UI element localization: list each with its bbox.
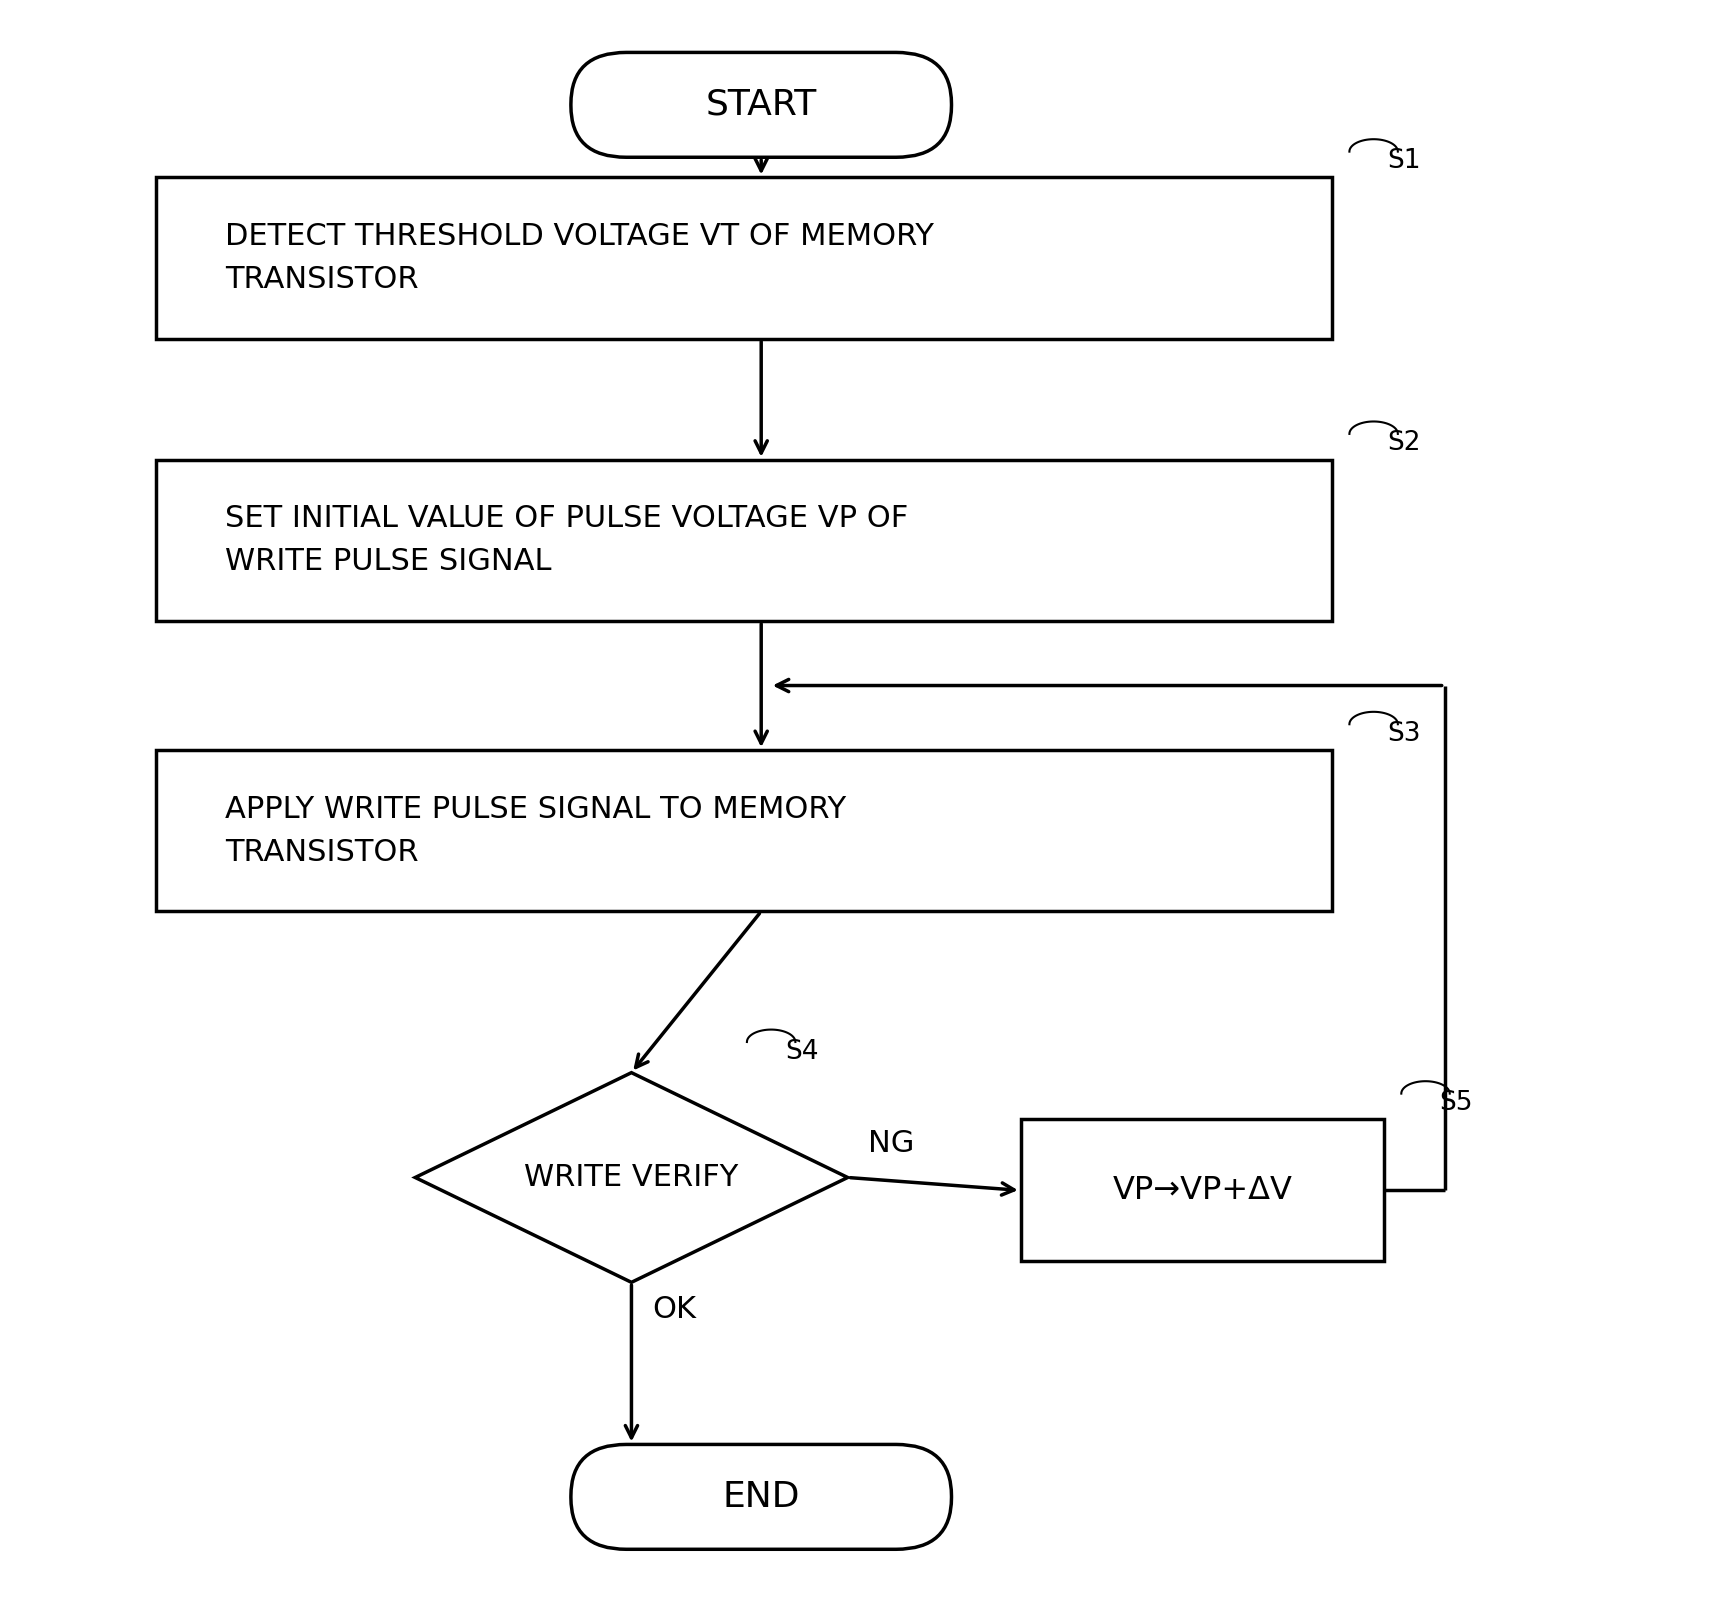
Bar [1021,1119,1384,1261]
Text: OK: OK [652,1295,695,1324]
Text: S4: S4 [785,1039,818,1065]
Polygon shape [415,1073,848,1282]
Bar [156,460,1332,621]
Text: END: END [723,1479,799,1515]
Text: S5: S5 [1439,1090,1472,1116]
Text: APPLY WRITE PULSE SIGNAL TO MEMORY
TRANSISTOR: APPLY WRITE PULSE SIGNAL TO MEMORY TRANS… [225,795,846,866]
Bar [156,750,1332,911]
Text: S2: S2 [1387,431,1420,456]
Text: SET INITIAL VALUE OF PULSE VOLTAGE VP OF
WRITE PULSE SIGNAL: SET INITIAL VALUE OF PULSE VOLTAGE VP OF… [225,505,908,576]
Text: S3: S3 [1387,721,1420,747]
FancyBboxPatch shape [571,1445,952,1548]
Text: NG: NG [868,1129,915,1158]
FancyBboxPatch shape [571,52,952,158]
Text: START: START [706,87,817,123]
Text: WRITE VERIFY: WRITE VERIFY [524,1163,739,1192]
Text: DETECT THRESHOLD VOLTAGE VT OF MEMORY
TRANSISTOR: DETECT THRESHOLD VOLTAGE VT OF MEMORY TR… [225,223,934,294]
Text: S1: S1 [1387,148,1420,174]
Text: VP→VP+ΔV: VP→VP+ΔV [1112,1174,1292,1207]
Bar [156,177,1332,339]
